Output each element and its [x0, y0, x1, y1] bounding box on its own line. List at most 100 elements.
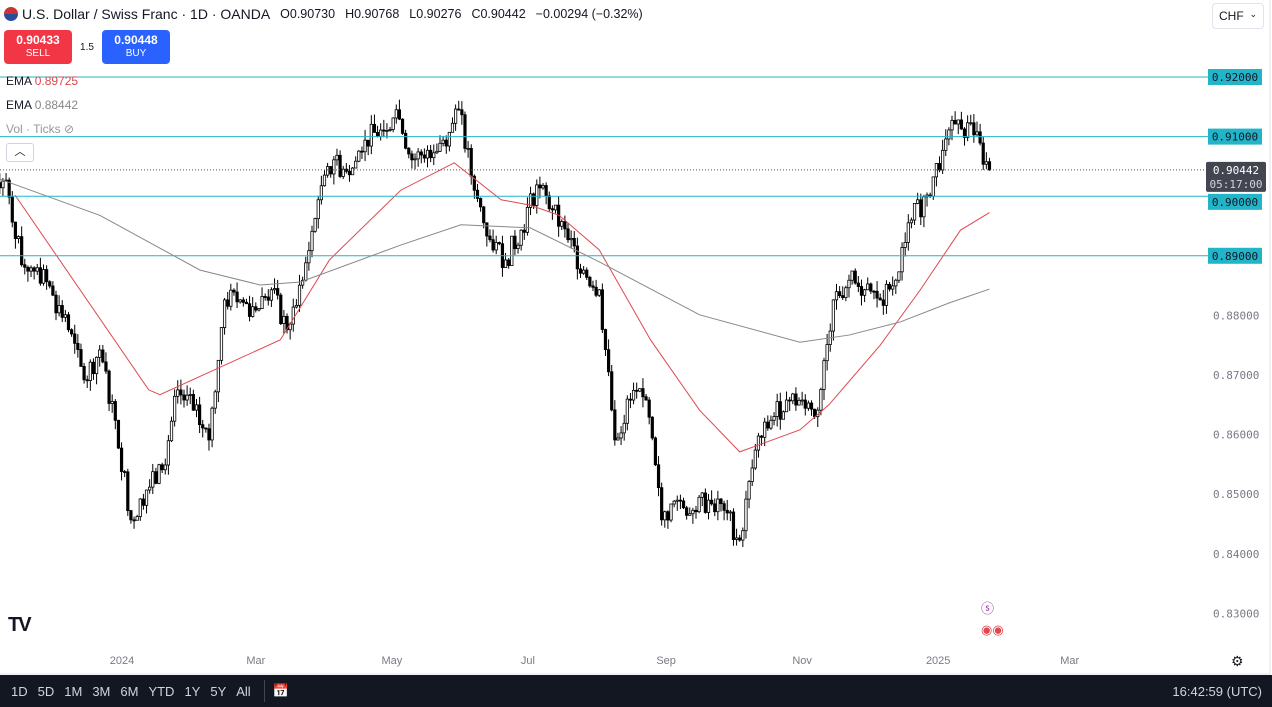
candle[interactable] — [978, 131, 982, 144]
candle[interactable] — [532, 193, 536, 206]
candle[interactable] — [813, 408, 817, 418]
candle[interactable] — [897, 271, 901, 281]
candle[interactable] — [507, 259, 511, 266]
candle[interactable] — [959, 119, 963, 130]
candle[interactable] — [538, 184, 542, 189]
candle[interactable] — [697, 496, 701, 513]
range-5y[interactable]: 5Y — [210, 683, 227, 699]
candle[interactable] — [173, 395, 177, 422]
candle[interactable] — [494, 242, 498, 251]
candle[interactable] — [138, 498, 142, 517]
candle[interactable] — [722, 503, 726, 511]
candle[interactable] — [94, 356, 99, 375]
candle[interactable] — [956, 119, 960, 125]
candle[interactable] — [91, 361, 96, 375]
candle[interactable] — [606, 349, 611, 373]
candle[interactable] — [0, 182, 2, 189]
candle[interactable] — [600, 289, 604, 330]
candle[interactable] — [48, 281, 52, 287]
candle[interactable] — [778, 401, 782, 420]
candle[interactable] — [569, 237, 573, 241]
candle[interactable] — [834, 291, 839, 301]
candle[interactable] — [522, 229, 526, 233]
candle[interactable] — [369, 123, 373, 147]
candle[interactable] — [435, 150, 439, 154]
candle[interactable] — [675, 499, 679, 502]
range-1d[interactable]: 1D — [11, 683, 28, 699]
candle[interactable] — [503, 259, 508, 268]
candle[interactable] — [260, 296, 264, 310]
candle[interactable] — [179, 389, 183, 396]
candle[interactable] — [528, 193, 533, 208]
candle[interactable] — [357, 150, 361, 162]
candle[interactable] — [631, 389, 636, 401]
candle[interactable] — [862, 289, 867, 296]
candle[interactable] — [916, 199, 920, 204]
candle[interactable] — [859, 286, 864, 296]
tradingview-logo[interactable]: TV — [8, 614, 32, 636]
candle[interactable] — [625, 398, 629, 424]
candle[interactable] — [575, 245, 579, 270]
candle[interactable] — [163, 464, 167, 471]
candle[interactable] — [360, 150, 364, 153]
candle[interactable] — [984, 161, 988, 165]
candle[interactable] — [266, 296, 270, 301]
candle[interactable] — [641, 388, 645, 398]
candle[interactable] — [66, 314, 71, 331]
candle[interactable] — [713, 503, 717, 513]
candle[interactable] — [169, 420, 174, 442]
candle[interactable] — [950, 119, 954, 131]
currency-select[interactable]: CHF ⌄ — [1212, 3, 1264, 29]
candle[interactable] — [656, 464, 661, 489]
candle[interactable] — [513, 235, 517, 250]
candle[interactable] — [831, 299, 835, 332]
candle[interactable] — [291, 306, 295, 325]
candle[interactable] — [691, 509, 695, 515]
candle[interactable] — [906, 222, 910, 243]
candle[interactable] — [769, 419, 773, 429]
collapse-legend-button[interactable]: ︿ — [6, 143, 34, 162]
candle[interactable] — [313, 218, 317, 232]
candle[interactable] — [731, 511, 736, 540]
range-5d[interactable]: 5D — [37, 683, 55, 699]
candle[interactable] — [326, 166, 330, 176]
candle[interactable] — [182, 394, 186, 401]
candle[interactable] — [610, 371, 614, 411]
candle[interactable] — [703, 492, 707, 513]
candle[interactable] — [953, 119, 957, 125]
candle[interactable] — [422, 154, 426, 159]
candle[interactable] — [135, 516, 139, 521]
range-6m[interactable]: 6M — [120, 683, 139, 699]
candle[interactable] — [354, 160, 358, 169]
candle[interactable] — [38, 267, 42, 284]
candle[interactable] — [647, 399, 651, 418]
candle[interactable] — [578, 268, 583, 274]
candle[interactable] — [79, 349, 83, 367]
candle[interactable] — [485, 222, 489, 237]
candle[interactable] — [441, 139, 445, 144]
candle[interactable] — [975, 131, 979, 136]
candle[interactable] — [919, 199, 923, 218]
candle[interactable] — [447, 131, 451, 147]
candle[interactable] — [400, 118, 405, 134]
candle[interactable] — [553, 204, 558, 211]
candle[interactable] — [944, 138, 948, 151]
candle[interactable] — [301, 279, 305, 286]
candle[interactable] — [238, 299, 242, 303]
candle[interactable] — [247, 303, 252, 317]
candle[interactable] — [148, 486, 152, 491]
candle[interactable] — [107, 370, 111, 404]
candle[interactable] — [379, 129, 383, 138]
candle[interactable] — [210, 407, 214, 441]
candle[interactable] — [887, 283, 892, 290]
candle[interactable] — [322, 174, 327, 187]
candle[interactable] — [307, 250, 311, 264]
range-1y[interactable]: 1Y — [184, 683, 201, 699]
candle[interactable] — [803, 399, 807, 409]
candle[interactable] — [872, 290, 876, 293]
candle[interactable] — [894, 279, 898, 287]
candle[interactable] — [119, 447, 124, 472]
candle[interactable] — [875, 290, 879, 299]
candle[interactable] — [229, 289, 233, 307]
candle[interactable] — [116, 419, 121, 449]
